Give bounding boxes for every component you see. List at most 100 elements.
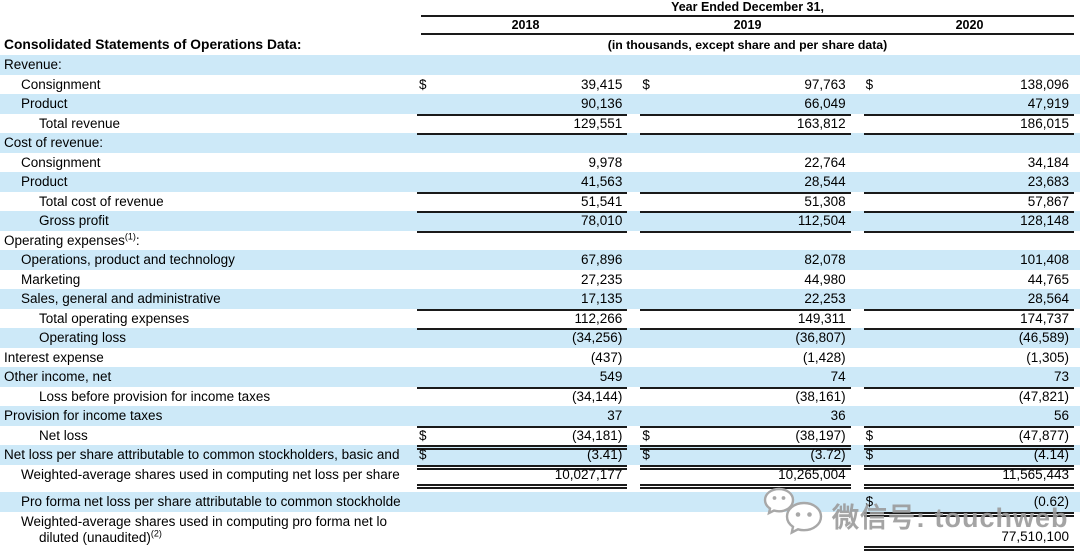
value-2020: (1,305) [1026,349,1069,365]
value-2019: (3.72) [810,447,846,462]
value-2020: 44,765 [1027,271,1069,287]
cell-2019: $ (3.72) [640,445,851,470]
row-label-line1: Weighted-average shares used in computin… [21,513,387,529]
cell-2020: $ (4.14) [863,445,1074,470]
value-2018: (437) [590,349,623,365]
table-row: Pro forma net loss per share attributabl… [0,492,1080,517]
cell-2019: (36,807) [640,328,850,348]
row-label: Weighted-average shares used in computin… [21,466,400,482]
cell-2020: (1,305) [864,348,1074,368]
cell-2020: 47,919 [863,94,1074,116]
cell-2018: $ (34,181) [417,426,628,450]
row-label: Total operating expenses [39,310,190,326]
cell-2020: (47,821) [864,387,1074,407]
cell-2020: 34,184 [864,153,1074,173]
table-row: Provision for income taxes 37 36 56 [0,406,1080,428]
row-label: Marketing [21,271,81,287]
row-label: Sales, general and administrative [21,291,221,306]
value-2020: 138,096 [1020,76,1069,92]
dollar-sign: $ [865,76,874,92]
value-2019: (38,197) [795,427,846,443]
table-row: Cost of revenue: [0,133,1080,153]
period-span-title: Year Ended December 31, [421,0,1074,17]
table-row: Total cost of revenue 51,541 51,308 57,8… [0,192,1080,213]
dollar-sign: $ [865,494,874,509]
table-row: Interest expense (437) (1,428) (1,305) [0,348,1080,368]
row-label: Consignment [21,76,101,92]
cell-2020: 28,564 [863,289,1074,311]
value-2019: 97,763 [804,76,846,92]
row-label: Interest expense [4,349,104,365]
cell-2019: 51,308 [640,192,851,213]
row-label: Net loss per share attributable to commo… [4,447,400,462]
table-row: Revenue: [0,55,1080,75]
cell-2018: (34,144) [417,387,627,407]
cell-2019 [640,514,850,551]
value-2020: (47,821) [1018,388,1069,404]
row-label: Total cost of revenue [39,193,164,209]
row-label: Operations, product and technology [21,252,235,267]
row-label: Net loss [39,427,88,443]
cell-2018: 27,235 [417,270,627,290]
cell-2020: $ (0.62) [863,492,1074,517]
value-2019: 74 [830,369,846,384]
cell-2019: (38,161) [640,387,850,407]
year-2018: 2018 [511,18,540,32]
table-row: Product 90,136 66,049 47,919 [0,94,1080,116]
value-2018: 39,415 [581,76,623,92]
value-2019: 66,049 [804,96,846,111]
cell-2020: $138,096 [864,75,1074,95]
cell-2019: 22,764 [640,153,850,173]
value-2020: (0.62) [1033,494,1069,509]
value-2019: 36 [830,408,846,423]
row-label: Gross profit [39,213,109,228]
table-row: Weighted-average shares used in computin… [0,512,1080,551]
value-2019: (38,161) [795,388,846,404]
value-2020: (46,589) [1018,330,1069,345]
value-2019: 44,980 [804,271,846,287]
value-2020: 56 [1053,408,1069,423]
statement-title: Consolidated Statements of Operations Da… [4,37,302,52]
value-2019: (36,807) [795,330,846,345]
cell-2019: 74 [640,367,851,389]
value-2018: 67,896 [581,252,623,267]
value-2018: 9,978 [588,154,623,170]
table-row: Operating loss (34,256) (36,807) (46,589… [0,328,1080,348]
cell-2020: $ (47,877) [863,426,1074,450]
table-row: Sales, general and administrative 17,135… [0,289,1080,311]
value-2019: 28,544 [804,174,846,189]
cell-2020: 57,867 [863,192,1074,213]
value-2020: 34,184 [1027,154,1069,170]
value-2019: 112,504 [797,213,846,228]
cell-2018: 67,896 [417,250,627,270]
value-2020: 77,510,100 [1001,528,1069,544]
cell-2020: 174,737 [863,309,1074,330]
cell-2020: 44,765 [864,270,1074,290]
cell-2018: 112,266 [417,309,628,330]
cell-2019: $ (38,197) [640,426,851,450]
cell-2019: 22,253 [640,289,851,311]
cell-2018: (437) [417,348,627,368]
cell-2018 [417,55,627,75]
table-row: Loss before provision for income taxes (… [0,387,1080,407]
value-2020: 57,867 [1027,193,1069,209]
row-label: Pro forma net loss per share attributabl… [21,494,401,509]
value-2018: 41,563 [581,174,623,189]
cell-2020 [864,231,1074,251]
cell-2020: 56 [863,406,1074,428]
value-2018: (3.41) [587,447,623,462]
table-row: Other income, net 549 74 73 [0,367,1080,389]
value-2020: 128,148 [1020,213,1069,228]
row-label: Other income, net [4,369,112,384]
value-2018: (34,256) [572,330,623,345]
dollar-sign: $ [865,447,874,462]
value-2018: 10,027,177 [554,466,623,482]
value-2020: 73 [1053,369,1069,384]
row-label: Loss before provision for income taxes [39,388,271,404]
cell-2019: (1,428) [640,348,850,368]
cell-2019: 10,265,004 [640,465,851,489]
dollar-sign: $ [419,76,427,92]
row-label: Operating expenses(1): [4,231,140,248]
value-2019: 149,311 [797,310,846,326]
cell-2019: 66,049 [640,94,851,116]
